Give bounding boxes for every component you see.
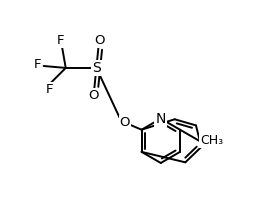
Text: F: F — [45, 83, 53, 96]
Text: CH₃: CH₃ — [200, 134, 223, 147]
Text: F: F — [57, 34, 65, 47]
Text: O: O — [120, 116, 130, 129]
Text: S: S — [92, 61, 101, 75]
Text: O: O — [94, 34, 105, 47]
Text: N: N — [156, 112, 166, 126]
Text: F: F — [34, 58, 41, 71]
Text: O: O — [88, 89, 99, 103]
